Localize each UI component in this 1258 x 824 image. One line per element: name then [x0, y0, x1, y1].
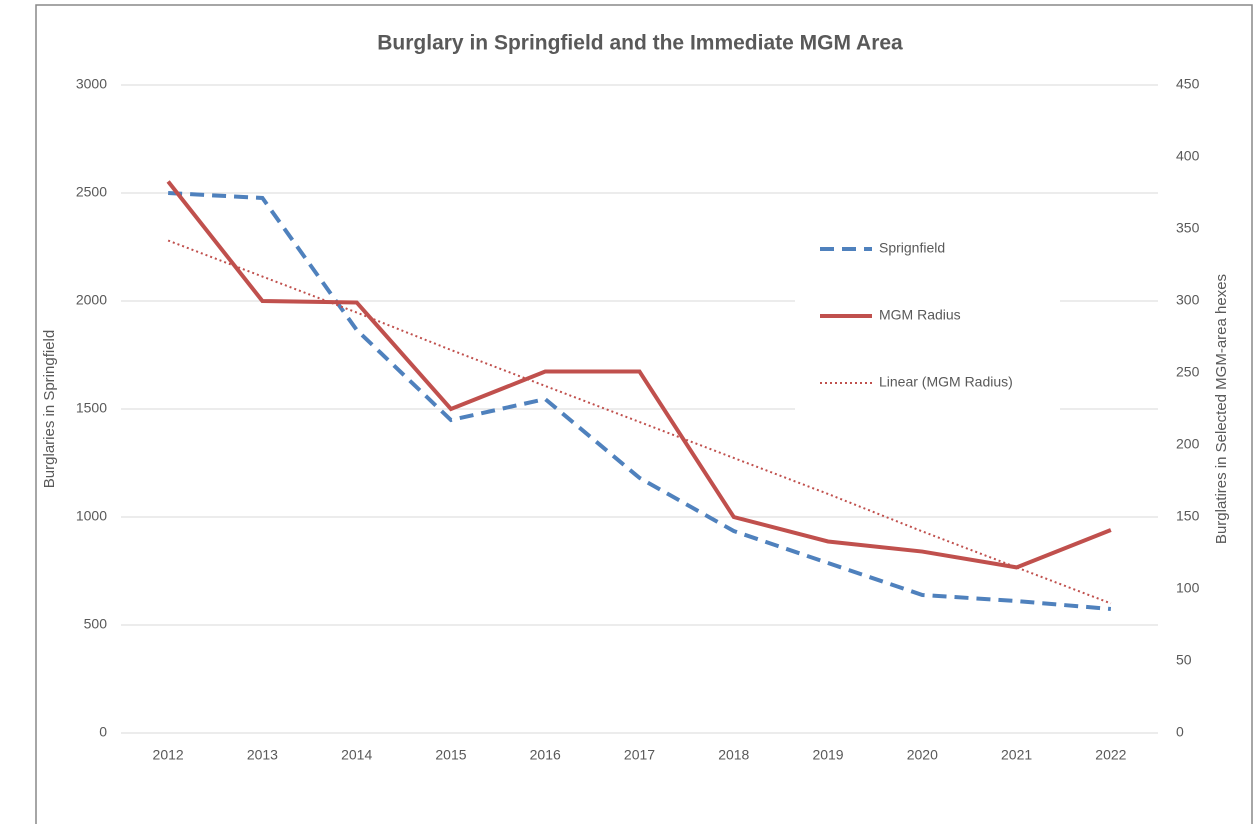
chart-title: Burglary in Springfield and the Immediat… [377, 32, 903, 55]
y2-tick-label: 450 [1176, 76, 1200, 92]
x-tick-label: 2012 [153, 747, 184, 763]
legend-label: Sprignfield [879, 240, 945, 256]
y-tick-label: 2500 [76, 184, 107, 200]
series-line [167, 239, 1112, 605]
y2-tick-label: 250 [1176, 364, 1200, 380]
y2-tick-label: 50 [1176, 652, 1192, 668]
y-axis-label: Burglaries in Springfield [41, 330, 58, 488]
y-tick-label: 500 [84, 616, 108, 632]
x-tick-label: 2016 [530, 747, 561, 763]
y2-axis-label: Burglatires in Selected MGM-area hexes [1213, 274, 1230, 544]
y-tick-label: 2000 [76, 292, 107, 308]
y-tick-label: 0 [99, 724, 107, 740]
x-tick-label: 2021 [1001, 747, 1032, 763]
y2-tick-label: 300 [1176, 292, 1200, 308]
chart-frame [35, 4, 1253, 824]
series-line [166, 180, 1112, 570]
y-tick-label: 1500 [76, 400, 107, 416]
y2-tick-label: 100 [1176, 580, 1200, 596]
series-line [168, 191, 1112, 612]
x-tick-label: 2019 [812, 747, 843, 763]
x-tick-label: 2014 [341, 747, 372, 763]
y-tick-label: 1000 [76, 508, 107, 524]
legend-label: MGM Radius [879, 307, 961, 323]
x-tick-label: 2013 [247, 747, 278, 763]
x-tick-label: 2015 [435, 747, 466, 763]
y2-tick-label: 350 [1176, 220, 1200, 236]
y2-tick-label: 0 [1176, 724, 1184, 740]
y-tick-label: 3000 [76, 76, 107, 92]
x-tick-label: 2017 [624, 747, 655, 763]
x-tick-label: 2018 [718, 747, 749, 763]
x-tick-label: 2022 [1095, 747, 1126, 763]
y2-tick-label: 400 [1176, 148, 1200, 164]
legend-label: Linear (MGM Radius) [879, 374, 1013, 390]
y2-tick-label: 200 [1176, 436, 1200, 452]
x-tick-label: 2020 [907, 747, 938, 763]
y2-tick-label: 150 [1176, 508, 1200, 524]
